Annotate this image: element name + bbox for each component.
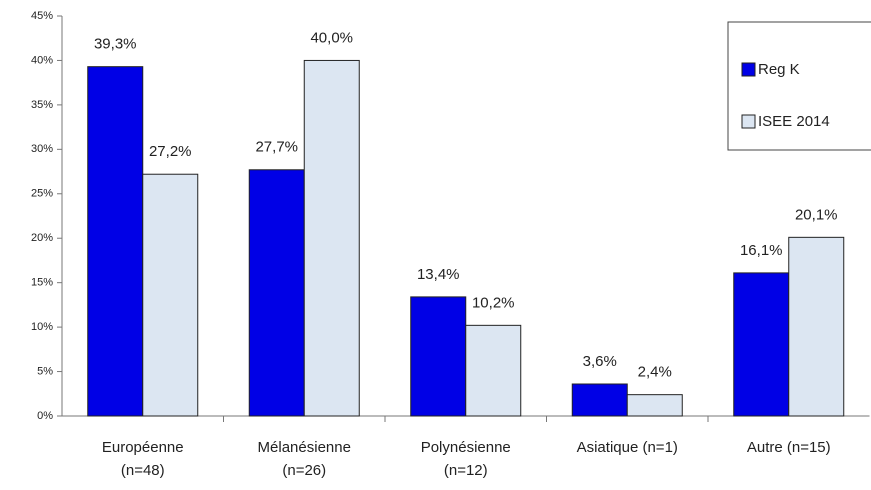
bar <box>303 59 360 417</box>
legend-swatch <box>741 114 756 129</box>
y-tick-label: 10% <box>31 321 53 333</box>
value-label: 40,0% <box>310 29 353 46</box>
y-tick-label: 20% <box>31 232 53 244</box>
x-tick-label: Européenne (n=48) <box>102 439 184 479</box>
legend-swatch <box>741 62 756 77</box>
value-label: 13,4% <box>417 266 460 283</box>
x-tick-label-line: Autre (n=15) <box>747 439 831 456</box>
value-label: 27,2% <box>149 143 192 160</box>
x-tick-label-line: Polynésienne <box>421 439 511 456</box>
bar <box>410 296 467 417</box>
value-label: 27,7% <box>255 139 298 156</box>
value-label: 39,3% <box>94 36 137 53</box>
x-tick-label: Polynésienne (n=12) <box>421 439 511 479</box>
bar <box>248 169 305 417</box>
y-tick-label: 5% <box>37 365 53 377</box>
x-tick-label: Autre (n=15) <box>747 439 831 456</box>
legend-box <box>727 21 871 151</box>
y-tick-label: 25% <box>31 188 53 200</box>
x-tick-label-line: (n=48) <box>121 462 165 479</box>
x-tick-label-line: (n=12) <box>444 462 488 479</box>
y-tick-label: 35% <box>31 99 53 111</box>
value-label: 2,4% <box>638 364 672 381</box>
bar <box>571 383 628 417</box>
value-label: 16,1% <box>740 242 783 259</box>
y-tick-label: 15% <box>31 277 53 289</box>
bar <box>142 173 199 417</box>
value-label: 10,2% <box>472 294 515 311</box>
x-tick-label: Asiatique (n=1) <box>577 439 678 456</box>
y-tick-label: 30% <box>31 143 53 155</box>
bar <box>626 394 683 417</box>
x-tick-label-line: (n=26) <box>282 462 326 479</box>
bar <box>733 272 790 417</box>
x-tick-label: Mélanésienne (n=26) <box>258 439 351 479</box>
x-tick-label-line: Mélanésienne <box>258 439 351 456</box>
legend-label: Reg K <box>758 61 800 78</box>
bar <box>788 236 845 417</box>
x-tick-label-line: Européenne <box>102 439 184 456</box>
y-tick-label: 0% <box>37 410 53 422</box>
value-label: 20,1% <box>795 206 838 223</box>
y-tick-label: 40% <box>31 54 53 66</box>
legend-label: ISEE 2014 <box>758 113 830 130</box>
bar <box>87 66 144 417</box>
bar <box>465 324 522 417</box>
x-tick-label-line: Asiatique (n=1) <box>577 439 678 456</box>
value-label: 3,6% <box>583 353 617 370</box>
y-tick-label: 45% <box>31 10 53 22</box>
